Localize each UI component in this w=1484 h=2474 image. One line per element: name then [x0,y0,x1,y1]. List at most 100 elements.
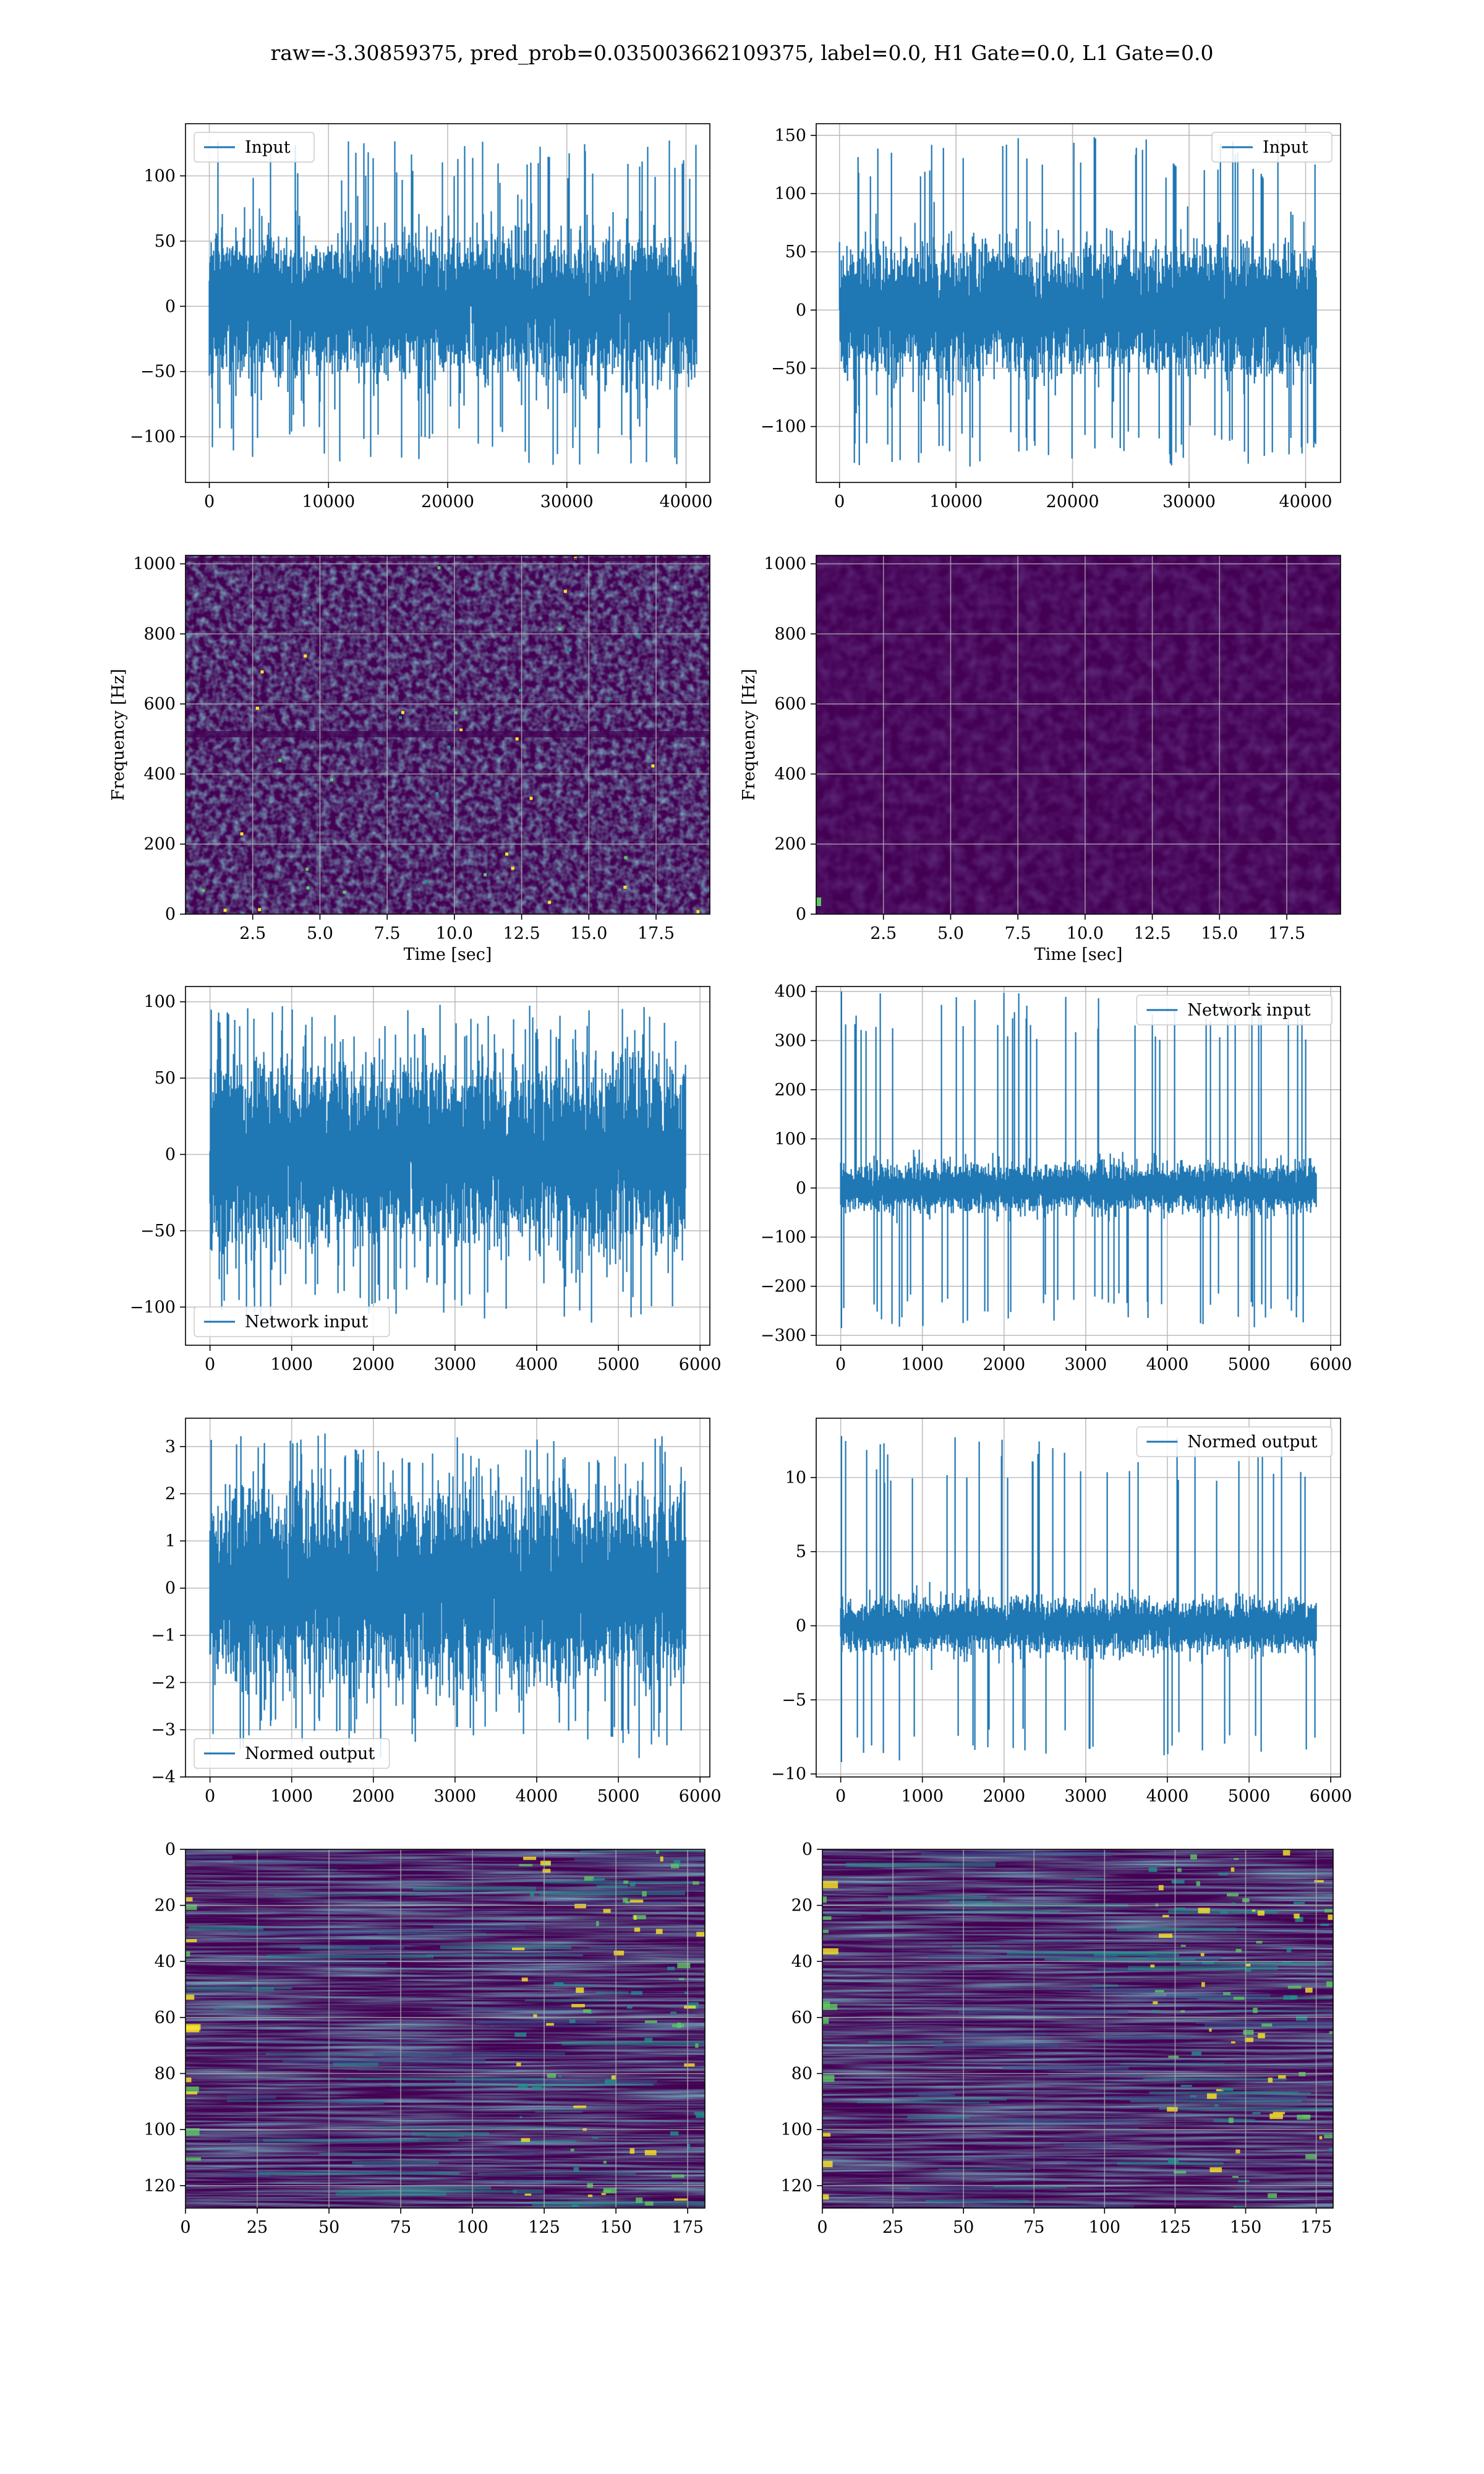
y-axis-label: Frequency [Hz] [740,669,759,800]
heatmap-streak [189,1926,264,1930]
heatmap-hotspot [670,1864,680,1868]
x-tick-label: 5.0 [307,924,333,943]
heatmap-hotspot [629,1899,644,1903]
heatmap-streak [952,1945,999,1947]
heatmap-hotspot [447,745,451,749]
heatmap-hotspot [693,1881,699,1885]
heatmap-hotspot [1234,1858,1239,1860]
heatmap-hotspot [1167,2107,1178,2112]
y-tick-label: 60 [791,2008,812,2027]
heatmap-hotspot [1198,1907,1210,1914]
axes-frame [816,1418,1341,1778]
y-tick-label: 0 [165,1579,176,1598]
heatmap-hotspot [822,2133,831,2137]
chart-panel-normed-output-h1: 0 1000 2000 3000 4000 5000 6000 −4 −3 −2 −1 0 1 2 3 Nor… [151,1418,722,1806]
heatmap-hotspot [1231,1903,1236,1906]
y-tick-label: 10 [785,1468,806,1487]
heatmap-hotspot [822,1948,838,1954]
heatmap-hotspot [1229,2117,1234,2123]
heatmap-hotspot [1282,1850,1290,1856]
heatmap-hotspot [634,1915,637,1920]
heatmap-hotspot [822,1916,832,1920]
x-tick-label: 0 [205,1787,215,1806]
heatmap-streak [1205,2023,1333,2028]
x-tick-label: 2000 [983,1355,1025,1374]
heatmap-hotspot [554,1982,564,1987]
heatmap-streak [888,1896,987,1899]
x-tick-label: 25 [247,2218,268,2237]
heatmap-hotspot [1154,1990,1164,1993]
heatmap-streak [489,2025,676,2027]
y-tick-label: 800 [774,625,806,644]
plot-area [816,124,1341,482]
heatmap-hotspot [240,832,244,836]
heatmap-hotspot [696,2114,705,2118]
heatmap-hotspot [1329,2031,1333,2034]
y-tick-label: 400 [774,764,806,784]
heatmap-streak [961,2032,1046,2035]
heatmap-hotspot [673,1860,681,1866]
heatmap-hotspot [822,2194,829,2200]
heatmap-hotspot [623,886,627,889]
legend-label: Normed output [245,1744,375,1763]
plot-area [186,1849,705,2208]
heatmap-streak [1048,2073,1146,2077]
heatmap-hotspot [571,2204,579,2208]
y-tick-label: −5 [782,1690,806,1710]
heatmap-hotspot [305,867,309,871]
heatmap-hotspot [1214,2104,1219,2107]
heatmap-hotspot [1159,1933,1173,1938]
heatmap-hotspot [306,886,310,889]
heatmap-hotspot [603,2160,607,2164]
heatmap-streak [1159,2107,1333,2110]
heatmap-hotspot [307,606,311,610]
x-tick-label: 25 [882,2218,903,2237]
heatmap-hotspot [1180,2084,1192,2087]
x-tick-label: 50 [318,2218,339,2237]
x-tick-label: 2000 [352,1787,394,1806]
heatmap-streak [949,1900,993,1904]
x-tick-label: 0 [835,1787,846,1806]
heatmap-hotspot [330,778,334,782]
heatmap-streak [263,2139,459,2142]
heatmap-hotspot [568,648,572,652]
plot-area [186,555,710,914]
heatmap-streak [450,2152,535,2155]
heatmap-hotspot [1190,2095,1196,2097]
heatmap-hotspot [1168,2055,1179,2058]
heatmap-hotspot [642,1891,647,1897]
heatmap-hotspot [454,711,458,714]
heatmap-streak [373,2052,565,2057]
heatmap-streak [1090,1989,1154,1993]
heatmap-hotspot [1175,1907,1186,1911]
x-tick-label: 175 [672,2218,704,2237]
heatmap-hotspot [1324,1909,1333,1913]
y-tick-label: 0 [796,301,806,320]
heatmap-hotspot [1329,2148,1333,2152]
heatmap-hotspot [515,737,519,741]
y-tick-label: 600 [143,695,176,714]
x-tick-label: 30000 [1162,492,1216,511]
heatmap-hotspot [655,1850,659,1854]
heatmap-streak [513,2189,544,2194]
heatmap-hotspot [1220,1911,1228,1914]
heatmap-streak [265,2053,452,2055]
heatmap-streak [1180,2163,1301,2165]
heatmap-hotspot [607,696,610,700]
x-tick-label: 1000 [901,1355,944,1374]
heatmap-hotspot [601,2193,606,2195]
x-tick-label: 3000 [1065,1355,1107,1374]
heatmap-hotspot [611,2075,616,2080]
heatmap-streak [1117,2162,1224,2165]
series-line [838,137,1317,467]
heatmap-hotspot [540,1860,551,1865]
chart-panel-normed-output-l1: 0 1000 2000 3000 4000 5000 6000 −10 −5 0 5 10 Normed… [771,1418,1352,1806]
heatmap-hotspot [696,910,700,914]
heatmap-streak [391,2085,553,2087]
heatmap-streak [283,2059,485,2063]
heatmap-hotspot [558,627,562,631]
y-tick-label: 50 [155,1069,176,1088]
chart-panel-spectrogram-h1: 2.5 5.0 7.5 10.0 12.5 15.0 17.5 0 200 400 600 800 10… [109,555,710,964]
heatmap-streak [1097,1967,1151,1972]
heatmap-hotspot [1324,2134,1333,2139]
